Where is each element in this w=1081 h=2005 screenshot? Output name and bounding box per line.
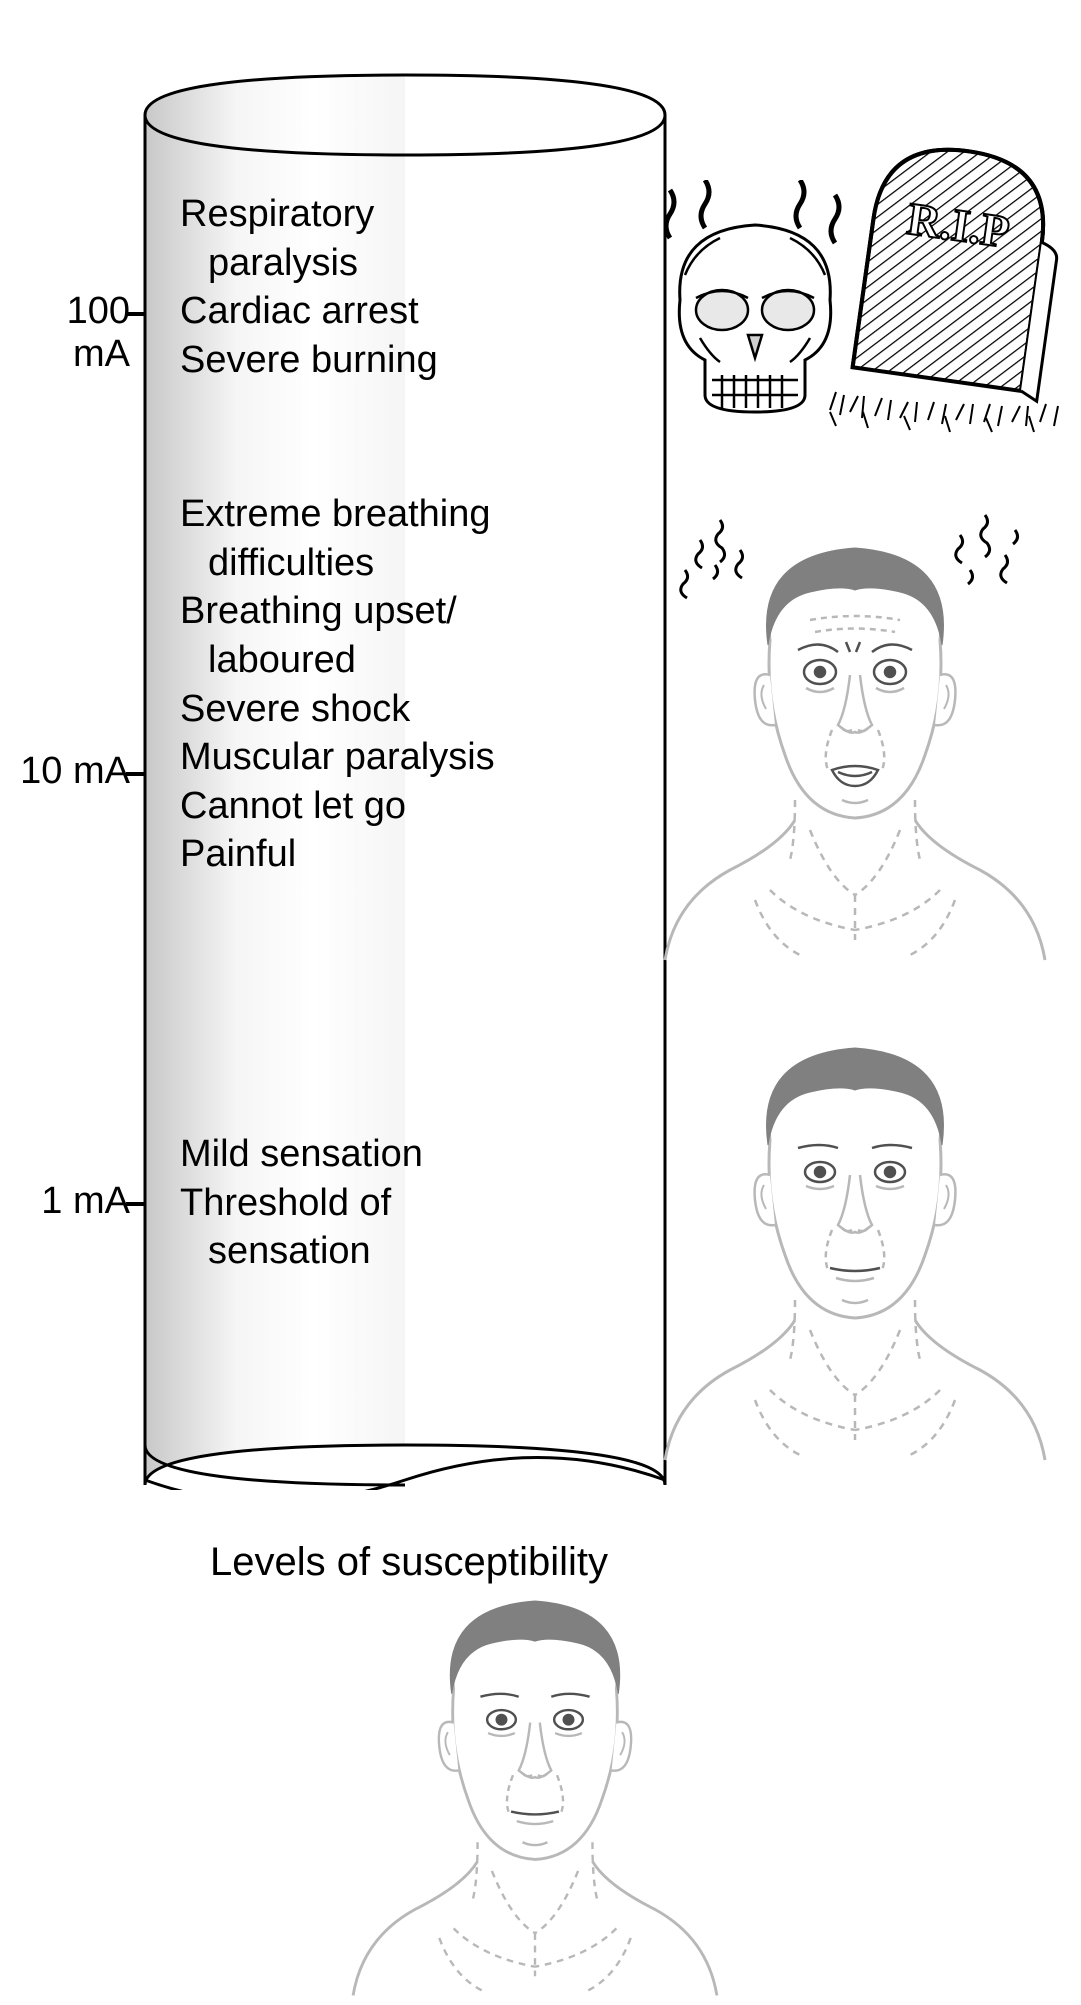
line: Painful — [180, 830, 495, 879]
label-10ma: 10 mA — [0, 750, 130, 793]
tombstone-icon: R.I.P — [820, 120, 1080, 455]
line: sensation — [180, 1227, 423, 1276]
line: Severe shock — [180, 685, 495, 734]
line: Severe burning — [180, 336, 438, 385]
line: Cannot let go — [180, 782, 495, 831]
level-10-text: Extreme breathing difficulties Breathing… — [180, 490, 495, 879]
line: Cardiac arrest — [180, 287, 438, 336]
label-100ma: 100 mA — [0, 290, 130, 376]
line: Respiratory — [180, 190, 438, 239]
line: Extreme breathing — [180, 490, 495, 539]
line: paralysis — [180, 239, 438, 288]
line: Muscular paralysis — [180, 733, 495, 782]
label-1ma: 1 mA — [0, 1180, 130, 1223]
line: laboured — [180, 636, 495, 685]
tick-1ma — [126, 1202, 146, 1206]
tick-10ma — [126, 772, 146, 776]
face-neutral-2 — [340, 1555, 730, 2005]
line: Breathing upset/ — [180, 587, 495, 636]
face-neutral-1 — [660, 1000, 1050, 1470]
level-1-text: Mild sensation Threshold of sensation — [180, 1130, 423, 1276]
line: Threshold of — [180, 1179, 423, 1228]
face-distressed — [660, 500, 1050, 970]
level-100-text: Respiratory paralysis Cardiac arrest Sev… — [180, 190, 438, 385]
susceptibility-diagram: 100 mA 10 mA 1 mA Respiratory paralysis … — [0, 0, 1081, 2004]
tick-100ma — [126, 312, 146, 316]
line: difficulties — [180, 539, 495, 588]
line: Mild sensation — [180, 1130, 423, 1179]
